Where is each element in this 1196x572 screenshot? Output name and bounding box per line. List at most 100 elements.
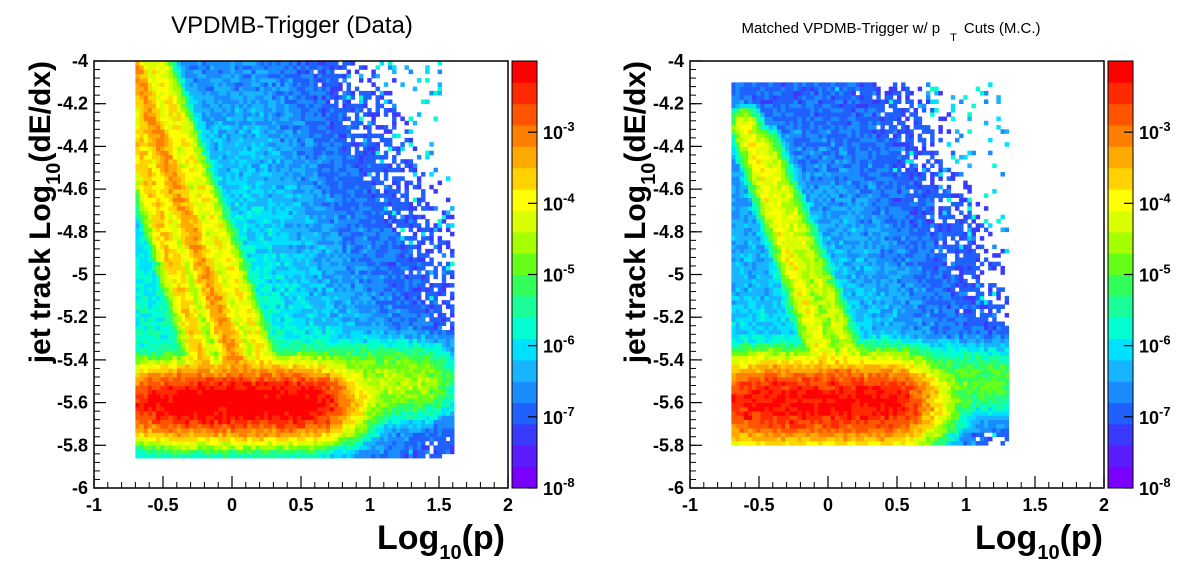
heatmap-cell [296,69,302,75]
heatmap-cell [214,201,219,207]
heatmap-cell [334,129,339,134]
heatmap-cell [342,406,347,412]
heatmap-cell [284,163,289,169]
heatmap-cell [255,381,260,386]
heatmap-cell [172,159,178,164]
heatmap-cell [317,107,322,113]
heatmap-cell [156,172,161,177]
heatmap-cell [263,133,269,139]
heatmap-cell [288,372,294,378]
heatmap-cell [280,146,285,151]
heatmap-cell [317,125,322,130]
heatmap-cell [226,330,231,335]
heatmap-cell [226,364,231,369]
heatmap-cell [325,355,331,361]
heatmap-cell [272,78,277,83]
heatmap-cell [296,368,302,374]
heatmap-cell [214,261,219,267]
heatmap-cell [143,218,149,224]
heatmap-cell [185,129,190,134]
heatmap-cell [147,376,153,382]
heatmap-cell [317,265,322,271]
heatmap-cell [139,368,144,374]
heatmap-cell [288,287,294,292]
heatmap-cell [272,120,277,126]
heatmap-cell [189,150,194,156]
heatmap-cell [151,95,157,100]
heatmap-cell [189,142,194,147]
heatmap-cell [147,432,153,438]
heatmap-cell [180,257,186,262]
heatmap-cell [263,389,269,395]
heatmap-cell [288,184,294,190]
heatmap-cell [276,359,281,365]
heatmap-cell [176,372,182,378]
heatmap-cell [255,270,260,275]
heatmap-cell [189,133,194,139]
heatmap-cell [354,385,360,391]
heatmap-cell [358,423,364,429]
heatmap-cell [205,218,211,224]
heatmap-cell [193,146,198,151]
heatmap-cell [288,432,294,438]
heatmap-cell [185,441,190,446]
heatmap-cell [151,398,157,403]
heatmap-cell [334,248,339,254]
heatmap-cell [288,172,294,177]
heatmap-cell [151,86,157,92]
heatmap-cell [243,449,248,455]
heatmap-cell [350,321,356,327]
heatmap-cell [292,120,298,126]
heatmap-cell [321,411,327,416]
heatmap-cell [272,159,277,164]
heatmap-cell [135,78,140,83]
heatmap-cell [164,159,169,164]
heatmap-cell [156,278,161,284]
heatmap-cell [201,120,207,126]
heatmap-cell [284,338,289,344]
heatmap-cell [238,415,244,420]
heatmap-cell [168,90,173,96]
heatmap-cell [218,338,223,344]
heatmap-cell [325,436,331,442]
heatmap-cell [276,231,281,237]
heatmap-cell [284,381,289,386]
heatmap-cell [313,270,318,275]
heatmap-cell [156,449,161,455]
heatmap-cell [284,125,289,130]
heatmap-cell [139,146,144,151]
heatmap-cell [197,283,202,288]
heatmap-cell [214,274,219,280]
heatmap-cell [209,453,215,459]
heatmap-cell [234,150,240,156]
heatmap-cell [251,317,256,322]
heatmap-cell [143,61,149,66]
heatmap-cell [263,295,269,301]
heatmap-cell [172,308,178,314]
heatmap-cell [288,103,294,109]
heatmap-cell [251,308,256,314]
heatmap-cell [226,176,231,181]
heatmap-cell [334,406,339,412]
heatmap-cell [243,394,248,399]
heatmap-cell [243,218,248,224]
heatmap-cell [139,347,144,352]
heatmap-cell [135,334,140,339]
heatmap-cell [209,240,215,245]
heatmap-cell [338,253,343,258]
heatmap-cell [209,368,215,374]
heatmap-cell [143,389,149,395]
heatmap-cell [309,82,314,87]
heatmap-cell [151,453,157,459]
heatmap-cell [218,125,223,130]
heatmap-cell [255,257,260,262]
heatmap-cell [296,154,302,160]
heatmap-cell [267,193,273,198]
heatmap-cell [201,364,207,369]
heatmap-cell [151,133,157,139]
heatmap-cell [342,227,347,233]
heatmap-cell [189,257,194,262]
heatmap-cell [189,103,194,109]
heatmap-cell [292,107,298,113]
heatmap-cell [214,402,219,408]
